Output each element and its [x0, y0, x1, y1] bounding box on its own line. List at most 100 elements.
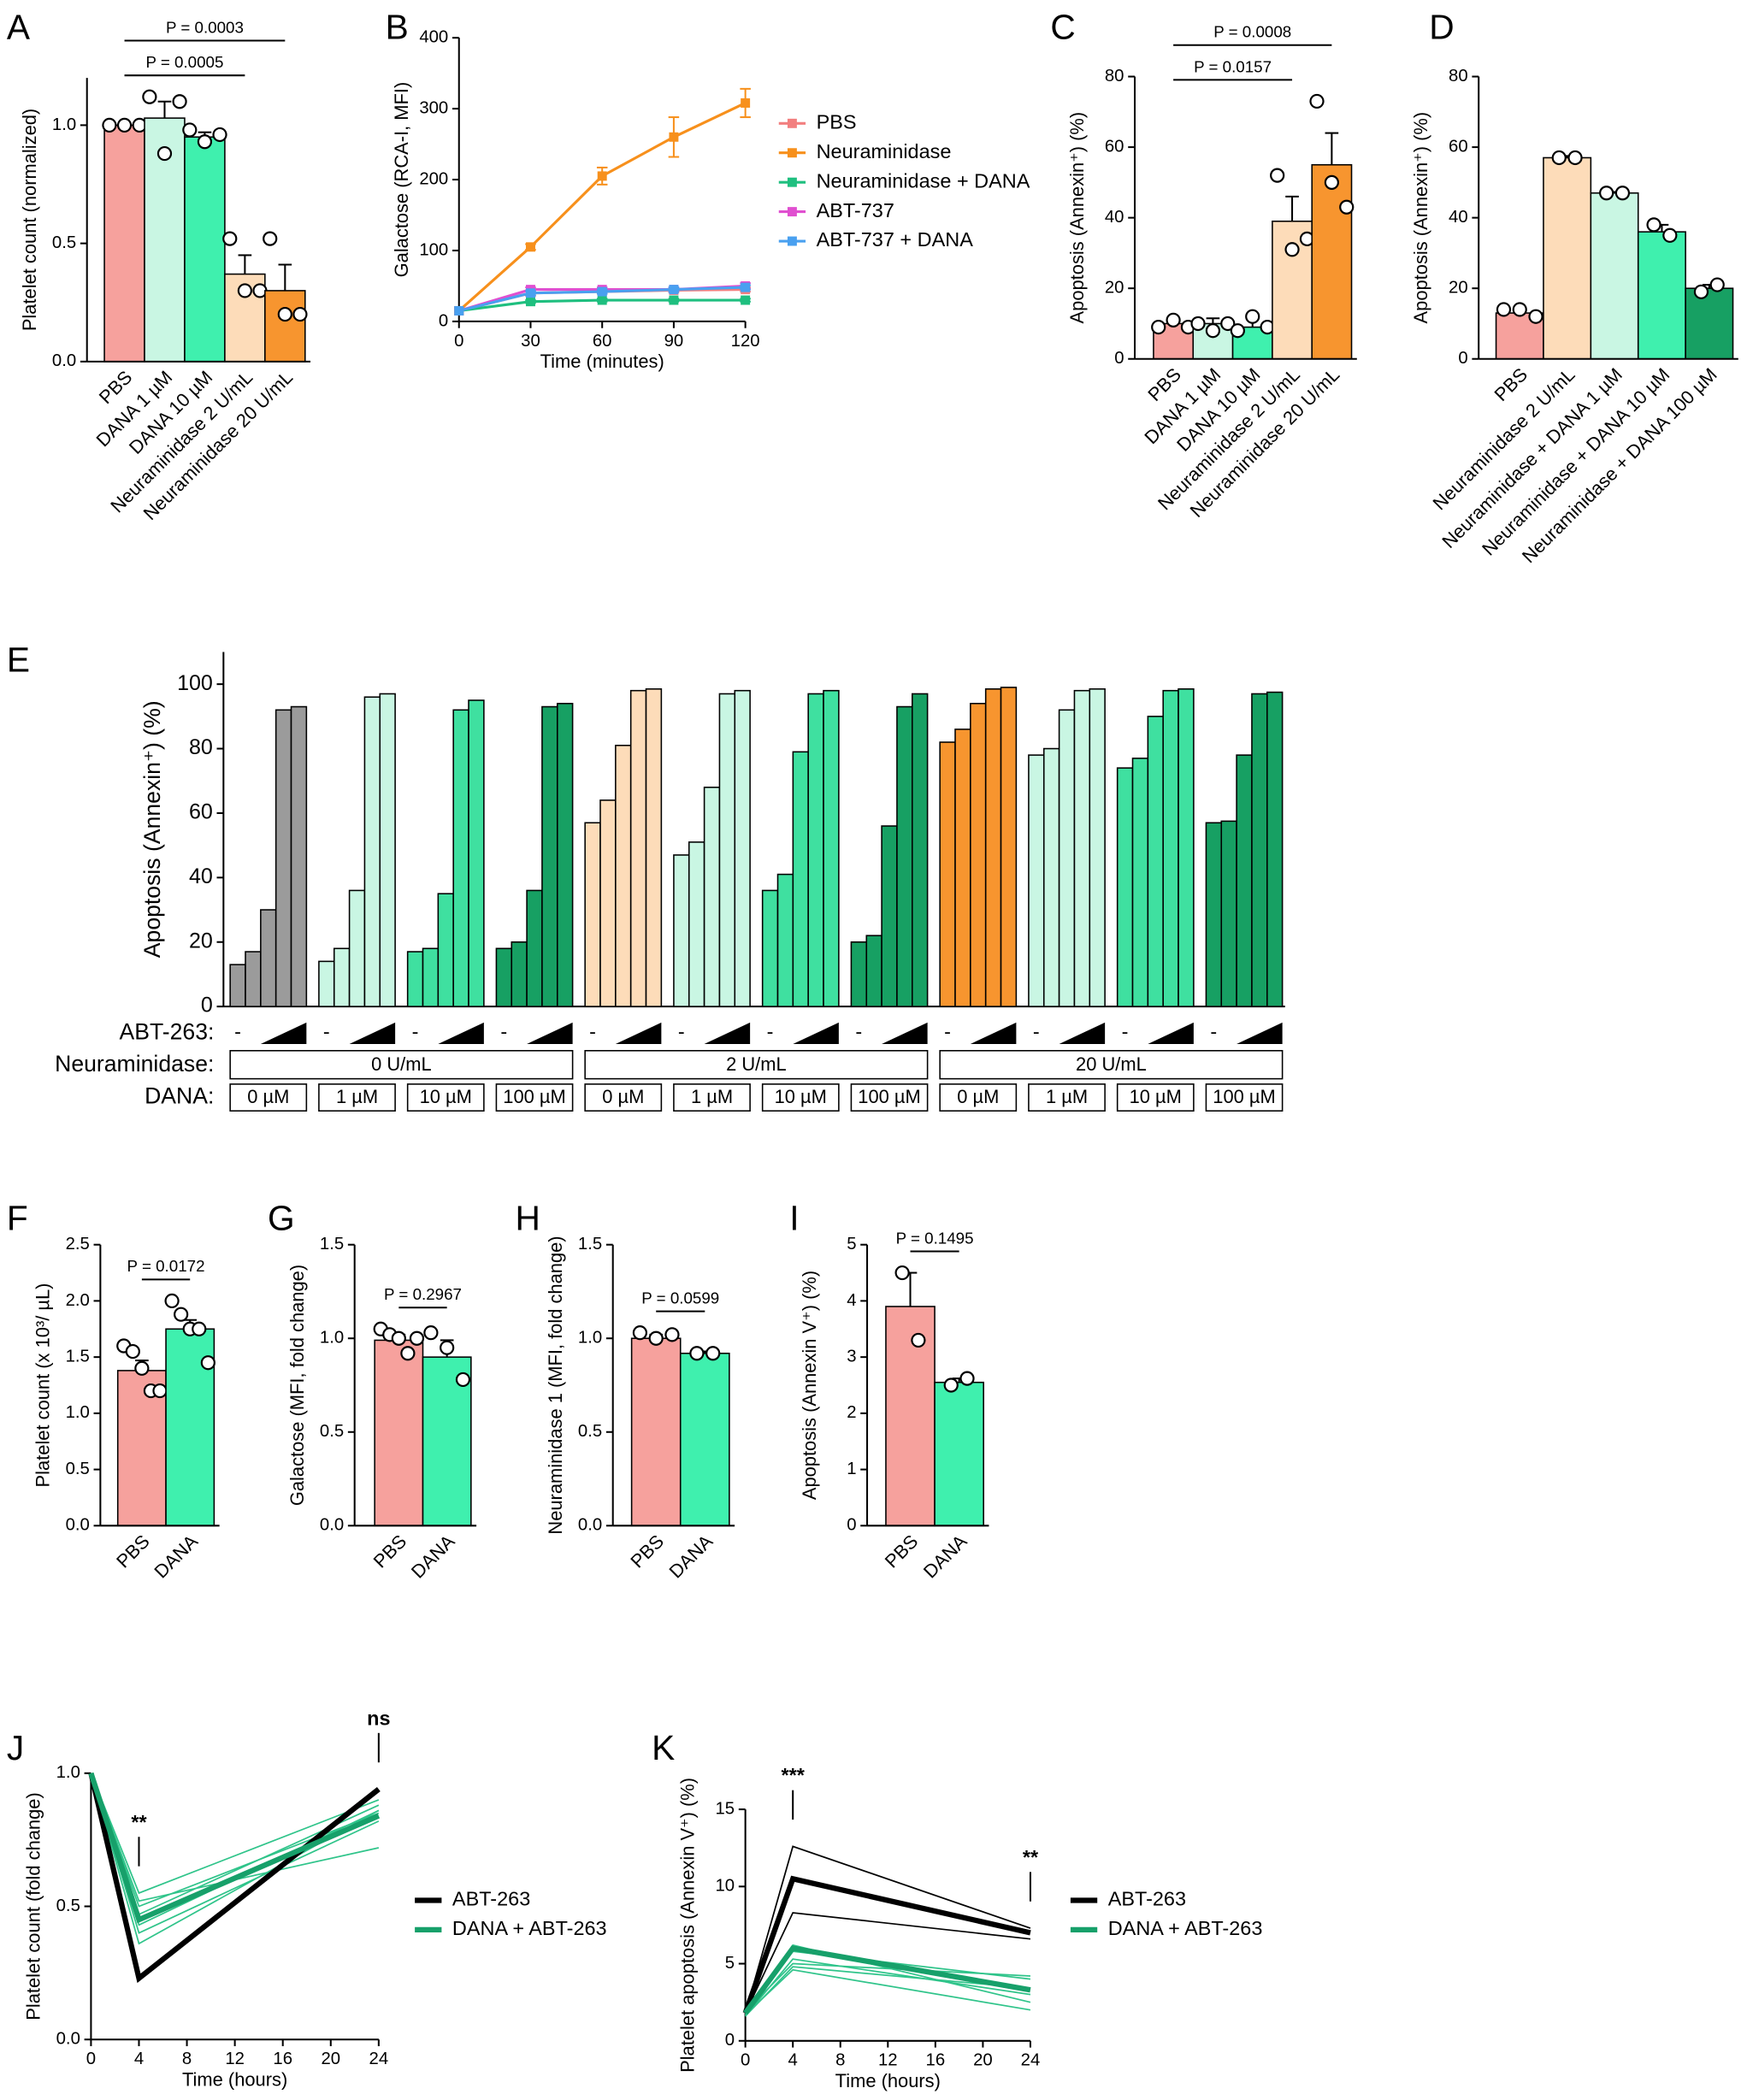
bar: [495, 947, 513, 1007]
abt-ramp: [1148, 1022, 1194, 1044]
y-tick-label: 0.0: [56, 2030, 80, 2049]
bar: [1028, 754, 1045, 1007]
data-point: [134, 1360, 150, 1376]
bar: [274, 709, 292, 1007]
dana-level: 1 µM: [336, 1086, 378, 1107]
x-tick-label: PBS: [626, 1531, 668, 1572]
data-point: [1614, 186, 1631, 201]
x-tick-label: DANA: [664, 1531, 717, 1583]
x-tick-label: 30: [521, 332, 540, 351]
dana-box: [406, 1083, 485, 1112]
comparison-label: P = 0.0599: [641, 1289, 719, 1307]
bar: [1251, 693, 1268, 1007]
bar: [374, 1339, 424, 1527]
data-point: [1190, 316, 1206, 332]
bar: [379, 693, 396, 1007]
y-tick-label: 1.5: [578, 1235, 602, 1254]
x-tick-label: 60: [593, 332, 612, 351]
comparison-label: P = 0.0157: [1194, 57, 1272, 75]
dana-level: 1 µM: [1046, 1086, 1088, 1107]
legend-marker: [787, 118, 797, 128]
x-tick-label: 20: [321, 2050, 340, 2068]
data-point: [222, 231, 238, 246]
y-tick-label: 0.5: [320, 1422, 344, 1441]
panel-letter: H: [515, 1198, 540, 1237]
dana-box: [318, 1083, 396, 1112]
data-point: [669, 295, 679, 305]
y-axis-label: Apoptosis (Annexin⁺) (%): [1410, 112, 1431, 324]
bar: [1073, 689, 1091, 1007]
x-tick-label: 0: [741, 2051, 750, 2070]
y-tick-label: 60: [1449, 137, 1468, 156]
data-point: [1599, 186, 1614, 201]
dana-box: [673, 1083, 751, 1112]
series-line: [88, 1772, 381, 1924]
y-tick-label: 2: [847, 1403, 856, 1422]
x-tick-label: 16: [273, 2050, 292, 2068]
comparison-label: P = 0.2967: [384, 1285, 462, 1303]
y-tick-label: 20: [189, 929, 213, 953]
bar: [184, 136, 226, 363]
dana-box: [850, 1083, 929, 1112]
bar: [1311, 163, 1353, 360]
data-point: [1662, 227, 1678, 243]
bar: [437, 893, 454, 1007]
bar: [1116, 767, 1134, 1007]
bar: [734, 689, 751, 1007]
bar: [1685, 287, 1734, 360]
y-tick-label: 200: [419, 169, 448, 188]
y-tick-label: 60: [1105, 137, 1124, 156]
data-point: [142, 89, 157, 104]
bar: [526, 889, 543, 1007]
y-tick-label: 0.0: [52, 351, 76, 370]
dana-level: 10 µM: [420, 1086, 472, 1107]
data-point: [1512, 302, 1527, 317]
x-tick-label: 8: [835, 2051, 845, 2070]
bar: [1266, 691, 1284, 1007]
y-axis-label: Galactose (MFI, fold change): [286, 1265, 308, 1506]
dana-box: [761, 1083, 840, 1112]
neuraminidase-level: 20 U/mL: [1076, 1053, 1147, 1075]
legend-label: Neuraminidase + DANA: [817, 169, 1030, 192]
y-tick-label: 0.5: [56, 1896, 80, 1915]
x-tick-label: DANA: [150, 1531, 202, 1583]
y-tick-label: 1.0: [52, 115, 76, 134]
abt-none: -: [944, 1021, 951, 1043]
data-point: [237, 283, 252, 298]
bar: [703, 787, 721, 1007]
x-tick-label: PBS: [112, 1531, 154, 1572]
data-point: [197, 134, 213, 150]
data-point: [526, 297, 535, 307]
y-tick-label: 0.5: [66, 1460, 90, 1478]
bar: [807, 693, 824, 1007]
dana-box: [1028, 1083, 1106, 1112]
data-point: [943, 1377, 959, 1393]
y-tick-label: 5: [847, 1235, 856, 1254]
abt-ramp: [527, 1022, 573, 1044]
y-tick-label: 2.5: [66, 1235, 90, 1254]
x-tick-label: 0: [86, 2050, 96, 2068]
data-point: [632, 1325, 648, 1341]
data-point: [400, 1346, 416, 1361]
bar: [1147, 716, 1164, 1007]
bar: [688, 841, 705, 1007]
y-tick-label: 20: [1449, 279, 1468, 298]
neuraminidase-box: [939, 1050, 1284, 1080]
y-tick-label: 0: [439, 311, 448, 330]
legend-label: Neuraminidase: [817, 140, 952, 162]
data-point: [423, 1325, 439, 1341]
data-point: [597, 286, 607, 297]
y-tick-label: 40: [189, 864, 213, 888]
bar: [885, 1306, 936, 1527]
series-line: [743, 1945, 1031, 2015]
data-point: [152, 1383, 168, 1399]
annotation: **: [1023, 1846, 1039, 1868]
bar: [333, 947, 351, 1007]
y-tick-label: 80: [1105, 67, 1124, 86]
bar: [318, 960, 335, 1007]
bar: [934, 1381, 984, 1527]
y-tick-label: 2.0: [66, 1291, 90, 1310]
bar: [792, 751, 809, 1007]
bar: [406, 951, 424, 1007]
abt-ramp: [260, 1022, 307, 1044]
